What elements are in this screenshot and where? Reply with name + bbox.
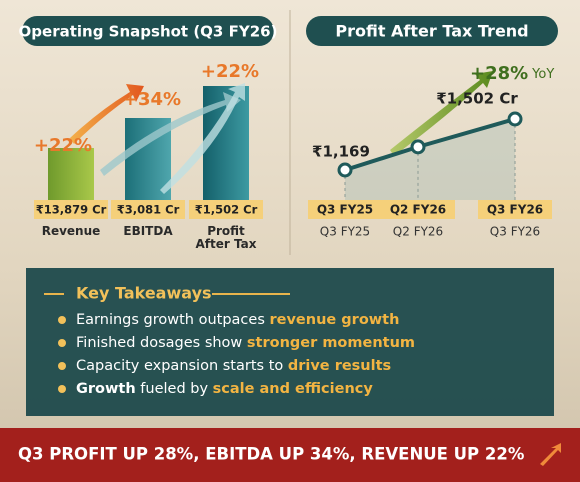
takeaway-part: drive results [288, 358, 391, 374]
bullet [58, 385, 66, 393]
value-label: ₹13,879 Cr [36, 203, 107, 217]
x-tick-label: Q2 FY26 [393, 225, 443, 239]
arrow [390, 71, 493, 156]
value-box [111, 200, 185, 219]
annotation-value: +28% [470, 63, 528, 84]
takeaway-part: Capacity expansion starts to [76, 358, 288, 374]
takeaway: Capacity expansion starts to drive resul… [76, 358, 391, 374]
arrow-icon [540, 443, 561, 466]
annotation: +28% YoY [470, 63, 554, 84]
takeaway: Growth fueled by scale and efficiency [76, 381, 373, 397]
point [410, 139, 426, 155]
x-tick-label: Q3 FY26 [490, 225, 540, 239]
bar-graphic [48, 148, 94, 200]
category-label: Profit After Tax [195, 224, 257, 251]
takeaway-part: Growth [76, 381, 136, 397]
header-pill [22, 16, 274, 46]
bullet [58, 339, 66, 347]
takeaway: Earnings growth outpaces revenue growth [76, 312, 399, 328]
category-box-label: Q3 FY25 [317, 203, 373, 217]
data-label: ₹1,502 Cr [436, 90, 518, 108]
takeaway-part: scale and efficiency [213, 381, 374, 397]
point [337, 162, 353, 178]
growth-label: +22% [34, 135, 92, 156]
value-box [34, 200, 108, 219]
bullet [58, 316, 66, 324]
annotation-suffix: YoY [531, 67, 554, 82]
banner-text: Q3 PROFIT UP 28%, EBITDA UP 34%, REVENUE… [18, 445, 525, 464]
chart-title: Profit After Tax Trend [335, 22, 528, 41]
header-pill [306, 16, 558, 46]
arrow [160, 83, 245, 194]
takeaway: Finished dosages show stronger momentum [76, 335, 415, 351]
value-label: ₹1,502 Cr [195, 203, 258, 217]
value-label: ₹3,081 Cr [117, 203, 180, 217]
category-label: EBITDA [123, 224, 173, 238]
x-tick-label: Q3 FY25 [320, 225, 370, 239]
category-label: Revenue [41, 224, 101, 238]
takeaways-panel [26, 268, 554, 416]
snapshot-title: Operating Snapshot (Q3 FY26) [19, 23, 278, 41]
takeaway-part: stronger momentum [247, 335, 415, 351]
growth-label: +34% [123, 89, 181, 110]
area [345, 119, 515, 200]
data-label: ₹1,169 [312, 143, 370, 161]
category-box-label: Q3 FY26 [487, 203, 543, 217]
arrow [100, 92, 241, 176]
arrow [70, 84, 144, 144]
category-box [308, 200, 382, 219]
category-box [478, 200, 552, 219]
takeaway-part: revenue growth [269, 312, 399, 328]
takeaway-part: Finished dosages show [76, 335, 247, 351]
point [507, 111, 523, 127]
growth-label: +22% [201, 61, 259, 82]
banner [0, 428, 580, 482]
takeaway-part: fueled by [136, 381, 213, 397]
takeaway-part: Earnings growth outpaces [76, 312, 269, 328]
bullet [58, 362, 66, 370]
value-box [189, 200, 263, 219]
takeaways-title: Key Takeaways [76, 284, 212, 303]
category-box-label: Q2 FY26 [390, 203, 446, 217]
category-box [381, 200, 455, 219]
